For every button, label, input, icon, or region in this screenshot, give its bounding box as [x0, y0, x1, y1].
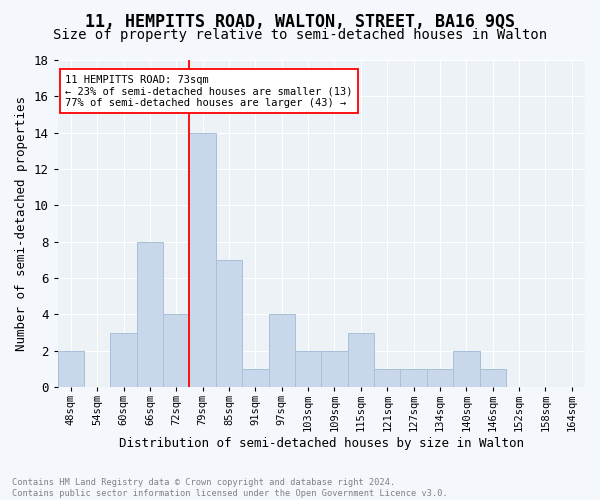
Bar [137, 242, 163, 387]
Bar [110, 332, 137, 387]
Bar [216, 260, 242, 387]
Text: Size of property relative to semi-detached houses in Walton: Size of property relative to semi-detach… [53, 28, 547, 42]
Bar [269, 314, 295, 387]
Bar [453, 350, 479, 387]
Text: Contains HM Land Registry data © Crown copyright and database right 2024.
Contai: Contains HM Land Registry data © Crown c… [12, 478, 448, 498]
X-axis label: Distribution of semi-detached houses by size in Walton: Distribution of semi-detached houses by … [119, 437, 524, 450]
Bar [427, 369, 453, 387]
Bar [242, 369, 269, 387]
Text: 11, HEMPITTS ROAD, WALTON, STREET, BA16 9QS: 11, HEMPITTS ROAD, WALTON, STREET, BA16 … [85, 12, 515, 30]
Bar [58, 350, 84, 387]
Bar [400, 369, 427, 387]
Bar [163, 314, 190, 387]
Text: 11 HEMPITTS ROAD: 73sqm
← 23% of semi-detached houses are smaller (13)
77% of se: 11 HEMPITTS ROAD: 73sqm ← 23% of semi-de… [65, 74, 353, 108]
Bar [295, 350, 321, 387]
Bar [374, 369, 400, 387]
Bar [347, 332, 374, 387]
Y-axis label: Number of semi-detached properties: Number of semi-detached properties [15, 96, 28, 351]
Bar [321, 350, 347, 387]
Bar [190, 132, 216, 387]
Bar [479, 369, 506, 387]
